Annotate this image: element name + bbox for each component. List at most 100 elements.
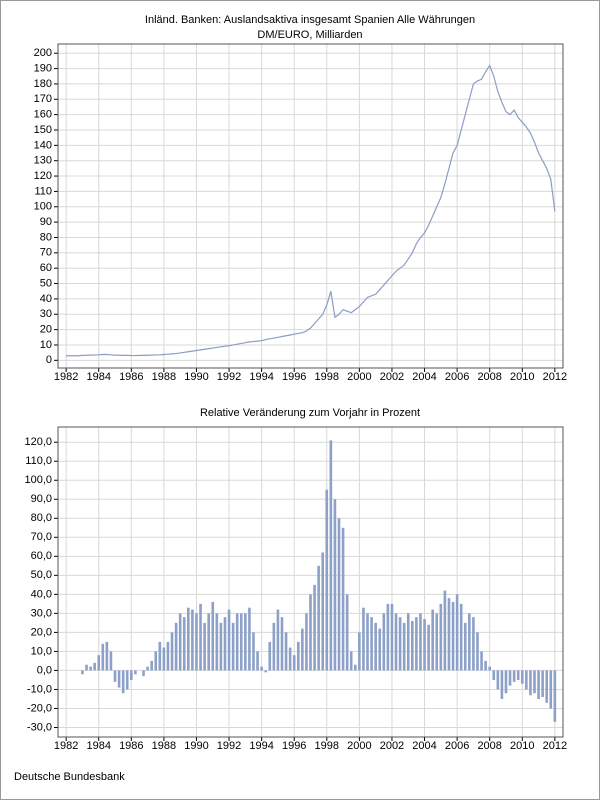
bar <box>451 601 455 671</box>
x-tick-label: 1996 <box>282 740 306 752</box>
bar <box>431 609 434 671</box>
x-tick-label: 2006 <box>445 740 469 752</box>
bar <box>525 670 528 690</box>
bar <box>321 552 325 671</box>
bar <box>468 613 471 671</box>
y-tick-label: 70 <box>40 247 52 259</box>
x-tick-label: 1988 <box>152 371 176 383</box>
x-tick-label: 1986 <box>119 371 143 383</box>
x-tick-label: 2012 <box>543 740 567 752</box>
bar <box>349 651 353 671</box>
bar <box>227 609 231 671</box>
bar <box>174 622 178 671</box>
y-tick-label: 200 <box>34 47 52 59</box>
x-tick-label: 2000 <box>347 740 371 752</box>
bar <box>146 666 149 671</box>
bar <box>309 594 312 671</box>
data-line <box>66 64 556 357</box>
y-tick-label: 50 <box>40 277 52 289</box>
x-tick-label: 1990 <box>184 371 208 383</box>
bar <box>105 641 109 671</box>
bar <box>280 617 284 671</box>
bar <box>423 619 426 671</box>
bar <box>533 670 536 694</box>
bar <box>386 603 390 671</box>
bar <box>358 632 361 671</box>
x-tick-label: 2000 <box>347 371 371 383</box>
plot-frame <box>57 426 564 738</box>
bar <box>113 670 117 682</box>
x-tick-label: 2012 <box>543 371 567 383</box>
y-tick-label: 30,0 <box>31 607 52 619</box>
bar <box>545 670 549 703</box>
bar <box>215 613 219 671</box>
bar <box>541 670 544 698</box>
bar <box>292 655 296 671</box>
bar <box>370 617 373 671</box>
y-tick-label: -20,0 <box>27 702 52 714</box>
bar <box>516 670 520 680</box>
bar <box>459 603 463 671</box>
y-tick-label: 120 <box>34 170 52 182</box>
y-tick-label: 30 <box>40 308 52 320</box>
y-tick-label: 180 <box>34 78 52 90</box>
x-tick-label: 1998 <box>315 740 339 752</box>
bar <box>394 613 398 671</box>
bar <box>219 622 223 671</box>
bar <box>504 670 508 694</box>
bar <box>463 622 467 671</box>
y-tick-label: 110,0 <box>25 455 52 467</box>
bar <box>419 613 422 671</box>
bar <box>378 628 382 671</box>
y-tick-label: 0 <box>46 354 52 366</box>
bar <box>284 632 288 671</box>
y-tick-label: 40 <box>40 293 52 305</box>
x-tick-label: 2002 <box>380 740 404 752</box>
bar <box>170 632 174 671</box>
plot-area <box>58 44 563 368</box>
y-tick-label: 190 <box>34 62 52 74</box>
bar <box>472 617 475 671</box>
bar <box>317 565 320 671</box>
plot-frame <box>57 43 564 369</box>
x-tick-label: 1982 <box>54 371 78 383</box>
bar <box>109 651 113 671</box>
y-tick-label: 10 <box>40 339 52 351</box>
x-tick-label: 1994 <box>249 740 273 752</box>
bar <box>492 670 496 680</box>
x-tick-label: 1994 <box>249 371 273 383</box>
bar <box>276 609 280 671</box>
bar <box>512 670 516 682</box>
bar <box>268 641 272 671</box>
y-tick-label: 80,0 <box>31 512 52 524</box>
bar <box>191 609 194 671</box>
bar <box>130 670 133 680</box>
y-tick-label: -10,0 <box>27 683 52 695</box>
bar <box>166 641 170 671</box>
bar <box>496 670 500 690</box>
bar <box>553 670 557 722</box>
x-tick-label: 2004 <box>412 740 436 752</box>
bar <box>182 617 186 671</box>
bar <box>231 622 235 671</box>
y-tick-label: 10,0 <box>31 645 52 657</box>
bar <box>500 670 504 699</box>
bar <box>480 651 483 671</box>
bar <box>390 603 394 671</box>
y-tick-label: -30,0 <box>27 721 52 733</box>
chart-subtitle: DM/EURO, Milliarden <box>257 29 362 41</box>
y-tick-label: 80 <box>40 231 52 243</box>
bar <box>443 590 447 671</box>
bar <box>296 641 300 671</box>
bar <box>256 651 259 671</box>
bar <box>199 603 202 671</box>
bar <box>121 670 125 694</box>
bar <box>195 613 198 671</box>
y-tick-label: 90 <box>40 216 52 228</box>
bar <box>427 624 430 671</box>
bar <box>341 527 345 671</box>
y-tick-label: 70,0 <box>31 531 52 543</box>
y-tick-label: 60,0 <box>31 550 52 562</box>
bar <box>362 607 365 671</box>
bar <box>476 632 479 671</box>
